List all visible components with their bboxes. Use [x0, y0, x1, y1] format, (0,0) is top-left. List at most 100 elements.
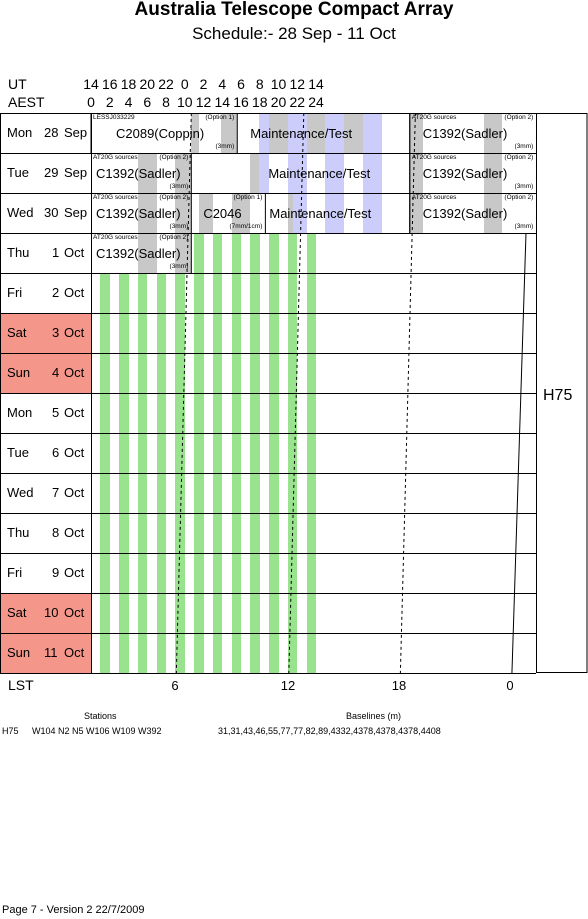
block-note-tl: AT20G sources: [93, 234, 138, 241]
schedule-block: C1392(Sadler) AT20G sources (Option 2) (3mm…: [91, 193, 192, 233]
block-note-tr: (Option 1): [233, 194, 263, 201]
day-number: 4: [52, 365, 60, 380]
day-number: 9: [52, 565, 60, 580]
block-note-tr: (Option 2): [504, 114, 534, 121]
block-note-tr: (Option 2): [504, 194, 534, 201]
day-number: 1: [52, 245, 60, 260]
ut-tick: 2: [199, 76, 208, 92]
schedule-block: C1392(Sadler) AT20G sources (Option 2) (3mm…: [91, 153, 192, 193]
ut-tick: 10: [270, 76, 287, 92]
ut-tick: 20: [139, 76, 156, 92]
lst-label: LST: [8, 677, 34, 693]
block-note-tl: AT20G sources: [411, 114, 457, 121]
block-title: C1392(Sadler): [422, 126, 508, 141]
day-label-cell: Mon 28 Sep: [0, 113, 91, 153]
ut-tick: 0: [180, 76, 189, 92]
day-label-cell: Thu 1 Oct: [0, 233, 91, 273]
aest-tick: 0: [87, 94, 95, 110]
stations-config: H75: [2, 726, 19, 736]
day-name: Wed: [7, 205, 34, 220]
block-title: C1392(Sadler): [96, 206, 181, 221]
block-note-br: (3mm): [169, 263, 189, 270]
aest-tick: 20: [270, 94, 287, 110]
day-label-cell: Sat 10 Oct: [0, 593, 91, 633]
block-title: Maintenance/Test: [268, 166, 371, 181]
month-name: Sep: [64, 205, 88, 220]
month-name: Oct: [64, 605, 85, 620]
stations-list: W104 N2 N5 W106 W109 W392: [32, 726, 162, 736]
month-name: Oct: [64, 365, 85, 380]
day-number: 8: [52, 525, 60, 540]
block-note-br: (3mm): [215, 143, 235, 150]
aest-tick: 10: [176, 94, 193, 110]
ut-tick: 8: [255, 76, 264, 92]
schedule-block: C2046 (Option 1) (7mm/1cm): [191, 193, 266, 233]
aest-tick: 2: [105, 94, 114, 110]
aest-label: AEST: [8, 94, 45, 110]
block-note-br: (3mm): [514, 143, 534, 150]
block-title: Maintenance/Test: [269, 206, 372, 221]
month-name: Oct: [64, 285, 85, 300]
block-note-tr: (Option 1): [205, 114, 235, 121]
day-name: Tue: [7, 445, 29, 460]
block-note-tr: (Option 2): [159, 154, 189, 161]
month-name: Oct: [64, 325, 85, 340]
lst-tick: 0: [506, 678, 514, 693]
schedule-block: Maintenance/Test: [265, 193, 388, 233]
schedule-block: Maintenance/Test: [237, 113, 410, 153]
day-number: 2: [52, 285, 60, 300]
day-number: 3: [52, 325, 60, 340]
block-note-tl: AT20G sources: [411, 154, 457, 161]
day-label-cell: Tue 6 Oct: [0, 433, 91, 473]
ut-label: UT: [8, 76, 27, 92]
block-note-br: (3mm): [514, 183, 534, 190]
month-name: Oct: [64, 525, 85, 540]
block-title: C1392(Sadler): [96, 166, 181, 181]
block-note-tr: (Option 2): [159, 234, 189, 241]
grid-line: [511, 232, 527, 674]
block-note-tr: (Option 2): [159, 194, 189, 201]
schedule-block: C2089(Coppin) LESSJ033229 (Option 1) (3mm): [91, 113, 238, 153]
day-label-cell: Wed 7 Oct: [0, 473, 91, 513]
day-label-cell: Fri 2 Oct: [0, 273, 91, 313]
aest-tick: 24: [308, 94, 324, 110]
month-name: Oct: [64, 645, 85, 660]
month-name: Oct: [64, 445, 85, 460]
day-name: Fri: [7, 285, 23, 300]
day-name: Thu: [7, 245, 30, 260]
day-number: 6: [52, 445, 60, 460]
schedule-block: C1392(Sadler) AT20G sources (Option 2) (3mm…: [409, 193, 537, 233]
block-note-br: (3mm): [169, 223, 189, 230]
page-title: Australia Telescope Compact Array: [134, 0, 454, 20]
month-name: Sep: [64, 125, 88, 140]
block-title: C1392(Sadler): [422, 166, 508, 181]
schedule-block: C1392(Sadler) AT20G sources (Option 2) (3mm…: [409, 153, 537, 193]
day-name: Tue: [7, 165, 29, 180]
aest-tick: 8: [162, 94, 170, 110]
block-note-tr: (Option 2): [504, 154, 534, 161]
page-footer: Page 7 - Version 2 22/7/2009: [2, 904, 145, 916]
ut-tick: 22: [158, 76, 174, 92]
day-number: 30: [44, 205, 59, 220]
day-label-cell: Tue 29 Sep: [0, 153, 91, 193]
block-note-br: (3mm): [514, 223, 534, 230]
month-name: Oct: [64, 245, 85, 260]
lst-tick: 6: [171, 678, 179, 693]
aest-tick: 22: [289, 94, 306, 110]
ut-tick: 14: [83, 76, 99, 92]
ut-tick: 6: [237, 76, 245, 92]
day-label-cell: Sun 4 Oct: [0, 353, 91, 393]
block-note-br: (7mm/1cm): [229, 223, 263, 230]
day-label-cell: Sun 11 Oct: [0, 633, 91, 673]
aest-tick: 12: [195, 94, 212, 110]
lst-tick: 12: [280, 678, 296, 693]
ut-tick: 14: [308, 76, 324, 92]
month-name: Oct: [64, 405, 85, 420]
block-note-tl: AT20G sources: [411, 194, 457, 201]
schedule-block: C1392(Sadler) AT20G sources (Option 2) (3mm…: [91, 233, 192, 273]
schedule-block: Maintenance/Test: [191, 153, 410, 193]
day-name: Sun: [7, 365, 31, 380]
month-name: Oct: [64, 565, 85, 580]
aest-tick: 6: [143, 94, 152, 110]
day-name: Fri: [7, 565, 23, 580]
